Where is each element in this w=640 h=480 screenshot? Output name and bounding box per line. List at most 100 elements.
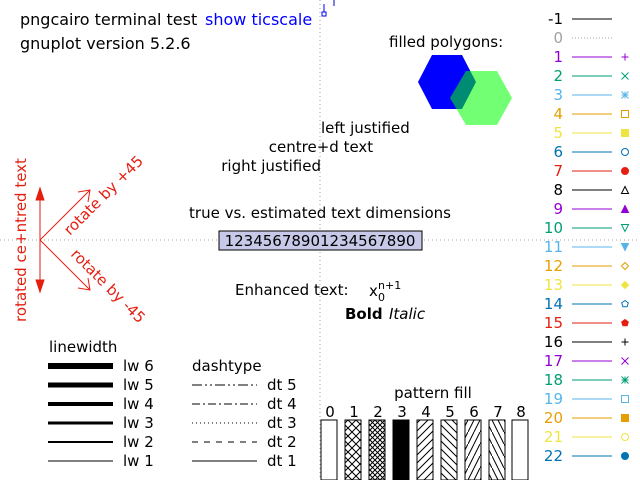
- dt-5-label: dt 5: [267, 376, 297, 394]
- pattern-fill-title: pattern fill: [394, 384, 472, 402]
- legend-marker-triangle: [620, 185, 630, 194]
- legend-label: 21: [544, 428, 563, 446]
- enhanced-text-label: Enhanced text:: [235, 281, 349, 299]
- legend-label: 13: [544, 276, 563, 294]
- pattern-box-4: [416, 419, 434, 480]
- dashtype-title: dashtype: [192, 357, 262, 375]
- rotate-plus45-text: rotate by +45: [60, 152, 147, 239]
- pattern-box-3: [392, 419, 410, 480]
- rotated-centred-text: rotated ce+ntred text: [12, 158, 30, 322]
- linewidth-samples: linewidth lw 6 lw 5 lw 4 lw 3 lw 2 lw 1: [48, 338, 154, 470]
- legend-label: 8: [553, 181, 563, 199]
- legend-entry: 9: [553, 200, 630, 218]
- legend-entry: 4: [553, 105, 629, 123]
- legend-marker-filled-pentagon: [621, 318, 629, 327]
- legend-entry: 2: [553, 67, 629, 85]
- legend-label: 16: [544, 333, 563, 351]
- legend-label: 9: [553, 200, 563, 218]
- text-dimensions-box: [218, 230, 423, 251]
- legend-entry: 15: [544, 314, 629, 332]
- lw-5-label: lw 5: [123, 376, 154, 394]
- pattern-label-7: 7: [493, 403, 503, 421]
- dashtype-samples: dashtype dt 5 dt 4 dt 3 dt 2 dt 1: [192, 357, 297, 470]
- text-dimensions-title: true vs. estimated text dimensions: [189, 204, 451, 222]
- legend-entry: 17: [544, 352, 629, 370]
- ticscale-marker-icon: [321, 4, 327, 17]
- pattern-box-8: [511, 419, 529, 480]
- legend-marker-cross: [621, 357, 629, 365]
- legend-marker-pentagon: [621, 299, 629, 308]
- dt-4-label: dt 4: [267, 395, 297, 413]
- legend-entry: 19: [544, 390, 629, 408]
- terminal-title: pngcairo terminal test: [20, 10, 197, 29]
- legend-label: 7: [553, 162, 563, 180]
- dt-3-label: dt 3: [267, 414, 297, 432]
- legend-label: 12: [544, 257, 563, 275]
- enhanced-text-superscript: n+1: [378, 279, 401, 292]
- pattern-label-3: 3: [397, 403, 407, 421]
- legend-marker-star: [621, 91, 629, 99]
- legend-label: 10: [544, 219, 563, 237]
- legend-label: 22: [544, 447, 563, 465]
- legend-label: 17: [544, 352, 563, 370]
- legend-entry: 5: [553, 124, 629, 142]
- enhanced-text-base: x: [369, 282, 378, 300]
- filled-polygons-title: filled polygons:: [389, 33, 503, 51]
- legend-label: 3: [553, 86, 563, 104]
- show-ticscale-link[interactable]: show ticscale: [205, 10, 312, 29]
- pattern-fill-samples: pattern fill 0 1 2 3 4 5 6 7 8: [320, 384, 529, 480]
- green-hexagon: [450, 71, 512, 125]
- legend-marker-filled-box: [621, 414, 629, 422]
- legend-marker-box: [621, 110, 629, 118]
- legend-label: 5: [553, 124, 563, 142]
- legend-marker-filled-diamond: [620, 280, 630, 290]
- rotate-plus45-arrow: [39, 189, 91, 241]
- legend-entry: 6: [553, 143, 629, 161]
- pattern-label-4: 4: [421, 403, 431, 421]
- legend-marker-plus: [621, 53, 629, 61]
- pattern-box-2: [368, 419, 386, 480]
- legend-label: 14: [544, 295, 563, 313]
- legend-label: 1: [553, 48, 563, 66]
- legend-marker-filled-circle: [621, 167, 629, 175]
- right-justified-text: right justified: [221, 157, 321, 175]
- pattern-label-6: 6: [469, 403, 479, 421]
- pattern-box-1: [344, 419, 362, 480]
- legend-entry: 8: [553, 181, 630, 199]
- legend-marker-plus: [621, 338, 629, 346]
- legend-entry: 12: [544, 257, 630, 275]
- lw-4-label: lw 4: [123, 395, 154, 413]
- enhanced-text-subscript: 0: [378, 291, 385, 304]
- pattern-label-2: 2: [373, 403, 383, 421]
- pattern-label-8: 8: [516, 403, 526, 421]
- legend-marker-filled-box: [621, 129, 629, 137]
- legend-entry: 0: [553, 29, 612, 47]
- lw-1-label: lw 1: [123, 452, 154, 470]
- legend-label: 15: [544, 314, 563, 332]
- legend-entry: 11: [544, 238, 630, 256]
- vertical-double-arrow: [35, 186, 45, 294]
- legend-label: 6: [553, 143, 563, 161]
- legend-label: 0: [553, 29, 563, 47]
- legend-label: 20: [544, 409, 563, 427]
- legend-entry: 18: [544, 371, 629, 389]
- dt-1-label: dt 1: [267, 452, 297, 470]
- legend-label: 2: [553, 67, 563, 85]
- linewidth-title: linewidth: [49, 338, 117, 356]
- legend-entry: 21: [544, 428, 629, 446]
- pattern-box-6: [464, 419, 482, 480]
- rotate-minus45-text: rotate by -45: [67, 245, 149, 327]
- legend-marker-inverted-triangle: [620, 224, 630, 233]
- legend-entry: 7: [553, 162, 629, 180]
- italic-text: Italic: [389, 305, 426, 323]
- legend-label: 18: [544, 371, 563, 389]
- lw-6-label: lw 6: [123, 357, 154, 375]
- pattern-label-1: 1: [349, 403, 359, 421]
- legend-entry: 10: [544, 219, 630, 237]
- lw-3-label: lw 3: [123, 414, 154, 432]
- legend-marker-box: [621, 395, 629, 403]
- legend-entry: 16: [544, 333, 629, 351]
- rotate-minus45-arrow: [39, 239, 91, 291]
- legend-entry: 13: [544, 276, 630, 294]
